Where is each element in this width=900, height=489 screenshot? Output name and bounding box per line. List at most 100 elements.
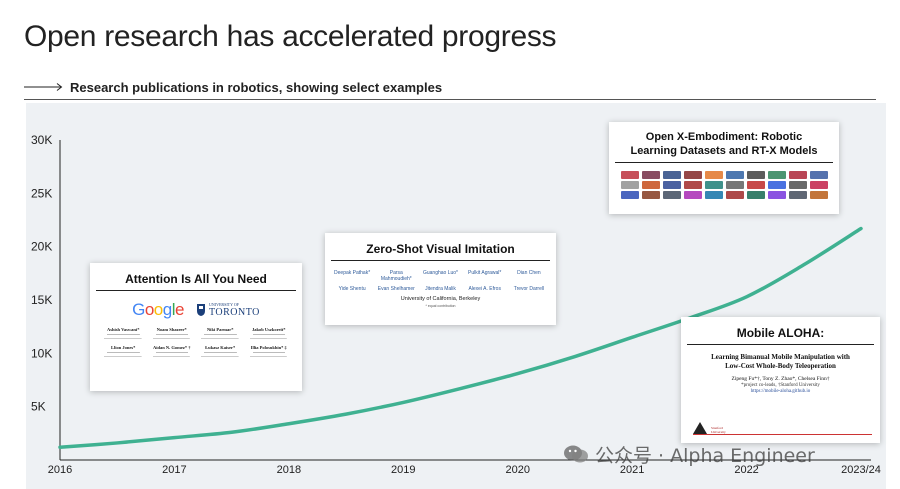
- card-divider: [615, 162, 833, 163]
- y-tick-label: 25K: [31, 186, 52, 200]
- aloha-heading-line1: Learning Bimanual Mobile Manipulation wi…: [711, 353, 850, 361]
- arrow-right-icon: [24, 83, 63, 91]
- stanford-logo-text: Stanford University: [711, 426, 726, 434]
- institution-logo: [788, 191, 807, 199]
- institution-logo: [788, 181, 807, 189]
- google-logo: Google: [132, 300, 184, 320]
- aloha-heading-line2: Low-Cost Whole-Body Teleoperation: [725, 362, 836, 370]
- institution-logo: [662, 191, 681, 199]
- institution-logo: [746, 191, 765, 199]
- institution-logo: [641, 191, 660, 199]
- author-entry: Dian Chen: [517, 270, 541, 276]
- institution-logo: [725, 171, 744, 179]
- toronto-logo: UNIVERSITY OF TORONTO: [196, 302, 260, 318]
- y-tick-label: 10K: [31, 346, 52, 360]
- x-tick-label: 2023/24: [841, 464, 881, 476]
- attention-paper-card: Attention Is All You Need Google UNIVERS…: [90, 263, 302, 391]
- x-tick-label: 2019: [391, 464, 415, 476]
- aloha-url: https://mobile-aloha.github.io: [750, 389, 811, 394]
- institution-logo: [620, 191, 639, 199]
- institution-logo: [809, 171, 828, 179]
- google-logo-letter: o: [153, 300, 163, 319]
- attention-logos: Google UNIVERSITY OF TORONTO: [90, 299, 302, 321]
- institution-logo: [641, 171, 660, 179]
- toronto-name-label: TORONTO: [208, 307, 260, 318]
- card-divider: [331, 260, 550, 261]
- google-logo-letter: o: [144, 300, 154, 319]
- institution-logos: [617, 171, 831, 199]
- google-logo-letter: g: [162, 300, 172, 319]
- attention-authors: Ashish Vaswani* Noam Shazeer* Niki Parma…: [100, 327, 292, 360]
- attention-paper-title: Attention Is All You Need: [125, 272, 267, 286]
- institution-logo: [641, 181, 660, 189]
- institution-logo: [767, 181, 786, 189]
- x-tick-label: 2017: [162, 464, 186, 476]
- stanford-logo-icon: [693, 422, 707, 434]
- zeroshot-paper-title: Zero-Shot Visual Imitation: [366, 242, 515, 256]
- institution-logo: [809, 181, 828, 189]
- zeroshot-authors: Deepak Pathak* Parsa Mahmoudieh* Guanghao …: [331, 270, 550, 292]
- oxe-paper-title: Open X-Embodiment: Robotic Learning Data…: [609, 122, 839, 162]
- institution-logo: [683, 191, 702, 199]
- author-entry: Noam Shazeer*: [148, 327, 195, 342]
- author-entry: Guanghao Luo*: [422, 270, 459, 276]
- author-entry: Aidan N. Gomez* †: [148, 345, 195, 360]
- zeroshot-affiliation: University of California, Berkeley: [400, 296, 481, 302]
- wechat-icon: [564, 445, 588, 463]
- aloha-note: *project co-leads, †Stanford University: [741, 383, 820, 388]
- aloha-heading: Learning Bimanual Mobile Manipulation wi…: [681, 353, 880, 371]
- institution-logo: [704, 181, 723, 189]
- watermark: 公众号 · Alpha Engineer: [563, 441, 815, 467]
- institution-logo: [725, 191, 744, 199]
- x-tick-label: 2016: [48, 464, 72, 476]
- author-entry: Alexei A. Efros: [468, 286, 501, 292]
- toronto-uni-label: UNIVERSITY OF: [208, 302, 239, 307]
- y-tick-label: 15K: [31, 293, 52, 307]
- author-entry: Deepak Pathak*: [334, 270, 371, 276]
- google-logo-letter: e: [175, 300, 184, 319]
- aloha-footer: Stanford University: [693, 418, 872, 435]
- institution-logo: [746, 171, 765, 179]
- author-entry: Parsa Mahmoudieh*: [380, 270, 412, 282]
- institution-logo: [620, 171, 639, 179]
- card-divider: [687, 344, 874, 345]
- institution-logo: [683, 171, 702, 179]
- card-divider: [96, 290, 296, 291]
- x-tick-label: 2018: [277, 464, 301, 476]
- institution-logo: [662, 171, 681, 179]
- oxe-title-line1: Open X-Embodiment: Robotic: [645, 131, 803, 143]
- institution-logo: [620, 181, 639, 189]
- institution-logo: [788, 171, 807, 179]
- institution-logo: [704, 171, 723, 179]
- author-entry: Illia Polosukhin* ‡: [245, 345, 292, 360]
- page-title: Open research has accelerated progress: [24, 20, 557, 53]
- zeroshot-note: * equal contribution: [425, 304, 456, 308]
- institution-logo: [683, 181, 702, 189]
- series-line: [58, 226, 863, 449]
- institution-logo: [767, 191, 786, 199]
- author-entry: Jakob Uszkoreit*: [245, 327, 292, 342]
- author-entry: Llion Jones*: [100, 345, 147, 360]
- institution-logo: [725, 181, 744, 189]
- aloha-paper-title: Mobile ALOHA:: [736, 326, 825, 340]
- subtitle-row: Research publications in robotics, showi…: [24, 78, 876, 96]
- institution-logo: [746, 181, 765, 189]
- x-tick-label: 2022: [734, 464, 758, 476]
- author-entry: Yide Shentu: [338, 286, 366, 292]
- author-entry: Trevor Darrell: [513, 286, 545, 292]
- institution-logo: [704, 191, 723, 199]
- zeroshot-paper-card: Zero-Shot Visual Imitation Deepak Pathak…: [325, 233, 556, 325]
- x-tick-label: 2020: [505, 464, 529, 476]
- author-entry: Jitendra Malik: [425, 286, 456, 292]
- watermark-text: 公众号 · Alpha Engineer: [595, 444, 815, 467]
- institution-logo: [767, 171, 786, 179]
- oxe-title-line2: Learning Datasets and RT-X Models: [630, 145, 818, 157]
- y-tick-label: 5K: [31, 400, 46, 414]
- oxe-paper-card: Open X-Embodiment: Robotic Learning Data…: [609, 122, 839, 214]
- chart-subtitle: Research publications in robotics, showi…: [70, 79, 443, 95]
- aloha-authors: Zipeng Fu*†, Tony Z. Zhao*, Chelsea Finn…: [731, 376, 830, 382]
- author-entry: Ashish Vaswani*: [100, 327, 147, 342]
- institution-logo: [662, 181, 681, 189]
- google-logo-letter: G: [132, 300, 145, 319]
- author-entry: Evan Shelhamer: [377, 286, 415, 292]
